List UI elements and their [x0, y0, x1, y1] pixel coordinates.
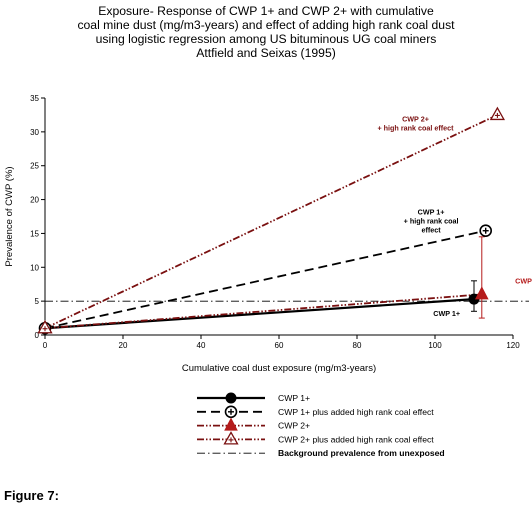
series-line [44, 298, 475, 330]
y-tick-label: 35 [30, 94, 39, 103]
legend-label: CWP 1+ [278, 393, 310, 403]
y-tick-label: 20 [30, 196, 39, 205]
y-axis-title: Prevalence of CWP (%) [4, 166, 15, 266]
annotation: CWP 1+ [433, 309, 460, 318]
legend-label: Background prevalence from unexposed [278, 448, 445, 458]
x-axis-title: Cumulative coal dust exposure (mg/m3-yea… [182, 363, 376, 374]
annotation: CWP 2+ [515, 277, 532, 286]
chart-title: Exposure- Response of CWP 1+ and CWP 2+ … [0, 4, 532, 60]
x-tick-label: 0 [43, 341, 48, 350]
legend-item: CWP 2+ plus added high rank coal effect [197, 431, 434, 445]
y-tick-label: 10 [30, 263, 39, 272]
chart: 0 5 10 15 20 25 30 35 0 20 40 60 80 100 120 Cumulative … [4, 94, 532, 458]
data-point [37, 319, 53, 334]
legend-item: CWP 1+ [197, 392, 310, 404]
title-line: Attfield and Seixas (1995) [196, 46, 336, 60]
y-tick-label: 30 [30, 128, 39, 137]
legend-swatch-marker [224, 405, 238, 419]
legend-swatch-marker [223, 431, 239, 445]
legend-label: CWP 2+ [278, 421, 310, 431]
legend: CWP 1+ CWP 1+ plus added high rank coal e… [197, 392, 445, 458]
x-tick-label: 60 [275, 341, 284, 350]
annotation-line: + high rank coal [404, 216, 459, 225]
title-line: Exposure- Response of CWP 1+ and CWP 2+ … [98, 4, 434, 18]
annotation-line: CWP 2+ [515, 277, 532, 286]
data-point [479, 224, 493, 238]
series-line [44, 114, 498, 330]
series-line [44, 293, 482, 330]
x-tick-label: 100 [428, 341, 442, 350]
annotation: CWP 2+ + high rank coal effect [377, 115, 454, 133]
annotation: CWP 1+ + high rank coal effect [404, 207, 459, 234]
x-tick-label: 80 [353, 341, 362, 350]
data-point [489, 106, 506, 121]
legend-label: CWP 1+ plus added high rank coal effect [278, 407, 434, 417]
legend-swatch-marker [224, 417, 238, 431]
figure-caption: Figure 7: [4, 488, 59, 503]
annotation-line: CWP 2+ [402, 115, 429, 124]
y-tick-label: 25 [30, 162, 39, 171]
y-tick-label: 0 [35, 331, 40, 340]
title-line: coal mine dust (mg/m3-years) and effect … [77, 18, 455, 32]
annotation-line: CWP 1+ [418, 207, 445, 216]
legend-item: CWP 2+ [197, 417, 310, 431]
data-point [474, 286, 489, 300]
series-line [44, 229, 486, 330]
annotation-line: + high rank coal effect [377, 124, 454, 133]
plot-area: 0 5 10 15 20 25 30 35 0 20 40 60 80 100 120 Cumulative … [4, 94, 532, 374]
y-tick-label: 5 [35, 297, 40, 306]
legend-item: Background prevalence from unexposed [197, 448, 445, 458]
x-tick-label: 20 [119, 341, 128, 350]
annotation-line: effect [422, 225, 442, 234]
x-tick-label: 40 [197, 341, 206, 350]
x-tick-label: 120 [506, 341, 520, 350]
legend-item: CWP 1+ plus added high rank coal effect [197, 405, 434, 419]
annotation-line: CWP 1+ [433, 309, 460, 318]
legend-swatch-marker [225, 392, 237, 404]
legend-label: CWP 2+ plus added high rank coal effect [278, 434, 434, 444]
y-tick-label: 15 [30, 229, 39, 238]
title-line: using logistic regression among US bitum… [95, 32, 437, 46]
